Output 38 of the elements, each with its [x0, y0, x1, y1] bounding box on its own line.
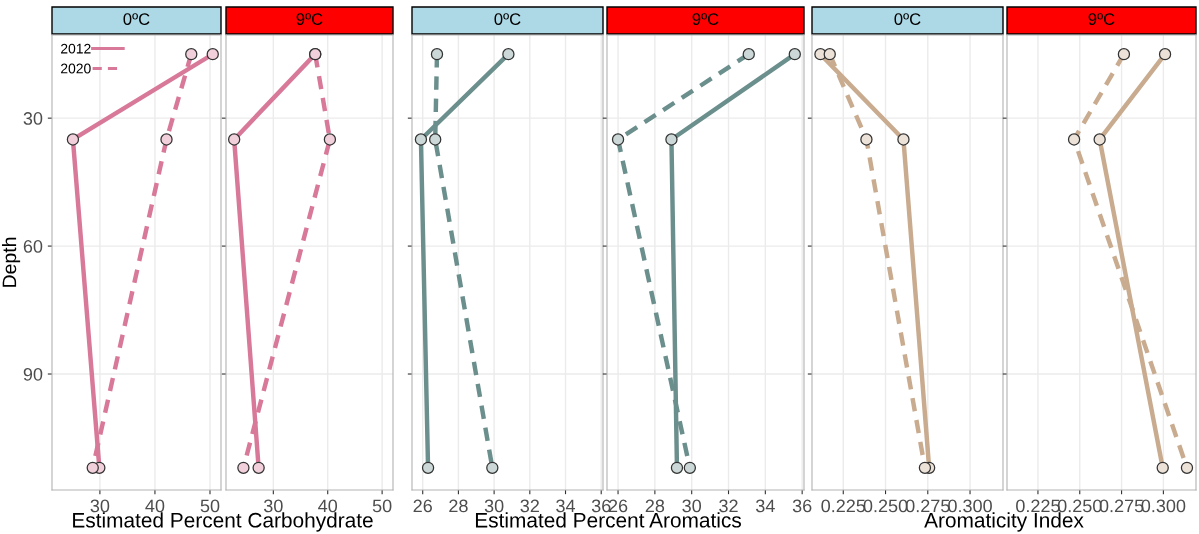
chart-title: 0ºC [894, 13, 921, 25]
chart-title: 9ºC [692, 13, 719, 25]
x-axis-title: Aromaticity Index [924, 512, 1084, 532]
x-tick-label: 34 [755, 499, 775, 513]
x-tick-label: 32 [520, 499, 539, 513]
x-tick-label: 0.225 [1016, 499, 1060, 513]
x-tick-label: 30 [682, 499, 702, 513]
chart-title: 0ºC [494, 13, 521, 25]
y-tick-label: 30 [23, 112, 43, 125]
x-tick-label: 50 [200, 499, 220, 513]
x-tick-label: 26 [608, 499, 628, 513]
x-tick-label: 0.250 [863, 499, 908, 513]
chart-title: 9ºC [296, 13, 323, 25]
x-tick-label: 26 [413, 499, 432, 513]
y-tick-label: 90 [23, 367, 43, 381]
x-tick-label: 36 [792, 499, 812, 513]
x-tick-label: 30 [90, 499, 110, 513]
y-axis-title: Depth [1, 237, 21, 287]
x-tick-label: 28 [645, 499, 665, 513]
legend-label: 2020 [61, 63, 91, 74]
legend-label: 2012 [61, 43, 91, 54]
x-tick-label: 28 [449, 499, 468, 513]
x-tick-label: 50 [372, 499, 392, 513]
chart-title: 0ºC [123, 13, 150, 25]
x-tick-label: 30 [484, 499, 504, 513]
x-tick-label: 40 [318, 499, 338, 513]
x-tick-label: 32 [719, 499, 738, 513]
x-tick-label: 0.225 [821, 499, 866, 513]
x-tick-label: 0.275 [905, 499, 950, 513]
x-axis-title: Estimated Percent Aromatics [475, 512, 741, 528]
x-tick-label: 36 [591, 499, 611, 513]
x-tick-label: 40 [145, 499, 165, 513]
x-tick-label: 30 [263, 499, 283, 513]
chart-title: 9ºC [1088, 13, 1115, 25]
x-axis-title: Estimated Percent Carbohydrate [73, 512, 373, 532]
y-tick-label: 60 [23, 240, 43, 253]
x-tick-label: 34 [556, 499, 576, 513]
x-tick-label: 0.300 [948, 499, 992, 513]
